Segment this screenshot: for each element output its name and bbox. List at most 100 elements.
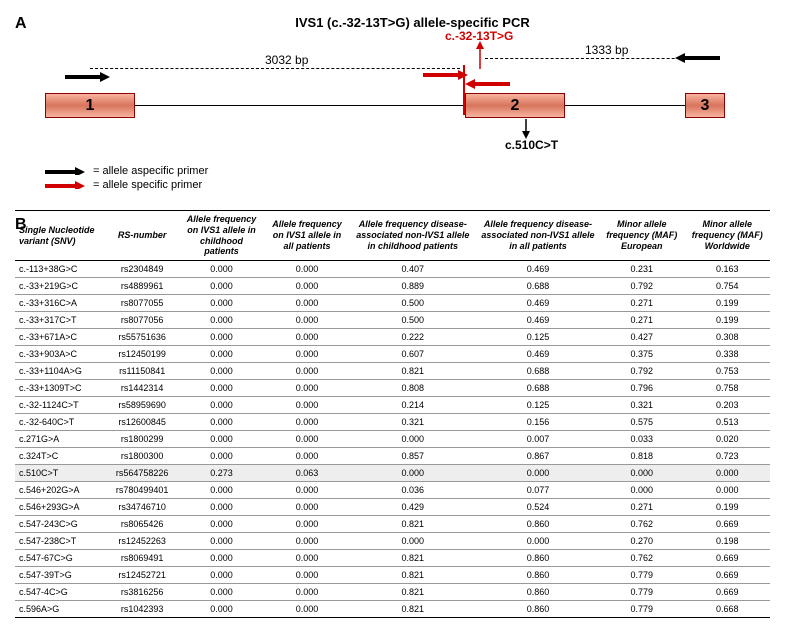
table-cell: c.-33+316C>A (15, 295, 107, 312)
table-row: c.324T>Crs18003000.0000.0000.8570.8670.8… (15, 448, 770, 465)
table-cell: 0.000 (178, 482, 266, 499)
table-cell: 0.308 (684, 329, 770, 346)
table-cell: 0.857 (349, 448, 477, 465)
table-cell: 0.000 (265, 312, 348, 329)
table-cell: 0.688 (477, 380, 599, 397)
table-cell: rs12452721 (107, 567, 178, 584)
table-cell: c.-113+38G>C (15, 261, 107, 278)
table-header-row: Single Nucleotide variant (SNV)RS-number… (15, 211, 770, 261)
legend-text-specific: = allele specific primer (93, 179, 202, 191)
table-cell: 0.199 (684, 499, 770, 516)
table-cell: 0.271 (599, 295, 684, 312)
primer-arrow-black-icon (45, 167, 85, 175)
table-cell: 0.338 (684, 346, 770, 363)
table-row: c.596A>Grs10423930.0000.0000.8210.8600.7… (15, 601, 770, 618)
table-row: c.546+293G>Ars347467100.0000.0000.4290.5… (15, 499, 770, 516)
allele-specific-primer-right-icon (465, 79, 510, 89)
table-cell: 0.000 (265, 380, 348, 397)
table-cell: 0.821 (349, 584, 477, 601)
exon-2: 2 (465, 93, 565, 118)
table-cell: c.-33+1309T>C (15, 380, 107, 397)
table-cell: 0.524 (477, 499, 599, 516)
legend-row-aspecific: = allele aspecific primer (45, 165, 770, 177)
table-cell: c.547-238C>T (15, 533, 107, 550)
col-header: RS-number (107, 211, 178, 261)
table-cell: rs1800299 (107, 431, 178, 448)
table-cell: 0.000 (178, 584, 266, 601)
table-cell: rs55751636 (107, 329, 178, 346)
legend: = allele aspecific primer = allele speci… (45, 165, 770, 191)
table-row: c.547-238C>Trs124522630.0000.0000.0000.0… (15, 533, 770, 550)
table-cell: 0.000 (178, 278, 266, 295)
red-up-arrow-icon (475, 41, 485, 69)
table-cell: 0.669 (684, 567, 770, 584)
table-cell: 0.000 (178, 363, 266, 380)
table-row: c.-33+1104A>Grs111508410.0000.0000.8210.… (15, 363, 770, 380)
table-cell: c.546+293G>A (15, 499, 107, 516)
bp-label: 1333 bp (585, 43, 628, 57)
table-cell: rs12450199 (107, 346, 178, 363)
table-cell: 0.163 (684, 261, 770, 278)
table-cell: 0.000 (178, 346, 266, 363)
allele-specific-primer-left-icon (423, 70, 468, 80)
table-cell: rs1442314 (107, 380, 178, 397)
table-cell: 0.889 (349, 278, 477, 295)
table-cell: c.-33+219G>C (15, 278, 107, 295)
table-cell: 0.000 (265, 278, 348, 295)
table-cell: 0.808 (349, 380, 477, 397)
table-cell: 0.000 (684, 482, 770, 499)
table-cell: 0.754 (684, 278, 770, 295)
table-cell: rs58959690 (107, 397, 178, 414)
table-cell: 0.000 (265, 567, 348, 584)
table-cell: 0.375 (599, 346, 684, 363)
table-cell: 0.000 (178, 550, 266, 567)
table-cell: 0.000 (265, 346, 348, 363)
table-cell: rs8077055 (107, 295, 178, 312)
panel-b: B Single Nucleotide variant (SNV)RS-numb… (15, 210, 770, 618)
table-cell: 0.000 (265, 533, 348, 550)
table-cell: 0.000 (265, 329, 348, 346)
table-cell: 0.821 (349, 550, 477, 567)
legend-row-specific: = allele specific primer (45, 179, 770, 191)
table-row: c.-33+903A>Crs124501990.0000.0000.6070.4… (15, 346, 770, 363)
table-cell: 0.860 (477, 567, 599, 584)
table-cell: c.-32-640C>T (15, 414, 107, 431)
table-cell: c.547-39T>G (15, 567, 107, 584)
table-cell: 0.000 (178, 380, 266, 397)
table-cell: 0.779 (599, 567, 684, 584)
table-row: c.547-243C>Grs80654260.0000.0000.8210.86… (15, 516, 770, 533)
table-cell: 0.000 (178, 431, 266, 448)
table-cell: 0.000 (265, 397, 348, 414)
table-cell: 0.000 (477, 465, 599, 482)
table-cell: 0.607 (349, 346, 477, 363)
table-cell: 0.753 (684, 363, 770, 380)
table-cell: 0.000 (349, 431, 477, 448)
table-cell: 0.000 (265, 431, 348, 448)
table-cell: 0.000 (599, 482, 684, 499)
table-cell: 0.427 (599, 329, 684, 346)
table-cell: c.547-67C>G (15, 550, 107, 567)
table-cell: rs34746710 (107, 499, 178, 516)
table-cell: 0.860 (477, 601, 599, 618)
table-cell: 0.429 (349, 499, 477, 516)
table-row: c.-33+316C>Ars80770550.0000.0000.5000.46… (15, 295, 770, 312)
table-cell: 0.199 (684, 295, 770, 312)
legend-text-aspecific: = allele aspecific primer (93, 165, 208, 177)
table-row: c.-33+1309T>Crs14423140.0000.0000.8080.6… (15, 380, 770, 397)
exon-1: 1 (45, 93, 135, 118)
black-down-arrow-icon (521, 119, 531, 139)
table-cell: 0.156 (477, 414, 599, 431)
panel-a-title: IVS1 (c.-32-13T>G) allele-specific PCR (55, 15, 770, 30)
table-cell: c.-33+903A>C (15, 346, 107, 363)
table-row: c.-32-640C>Trs126008450.0000.0000.3210.1… (15, 414, 770, 431)
table-cell: 0.762 (599, 516, 684, 533)
table-cell: 0.669 (684, 516, 770, 533)
table-cell: 0.198 (684, 533, 770, 550)
table-cell: 0.688 (477, 363, 599, 380)
table-cell: 0.000 (265, 601, 348, 618)
table-cell: 0.000 (178, 295, 266, 312)
table-cell: 0.000 (178, 533, 266, 550)
table-cell: 0.867 (477, 448, 599, 465)
table-cell: 0.000 (178, 414, 266, 431)
table-cell: 0.000 (477, 533, 599, 550)
